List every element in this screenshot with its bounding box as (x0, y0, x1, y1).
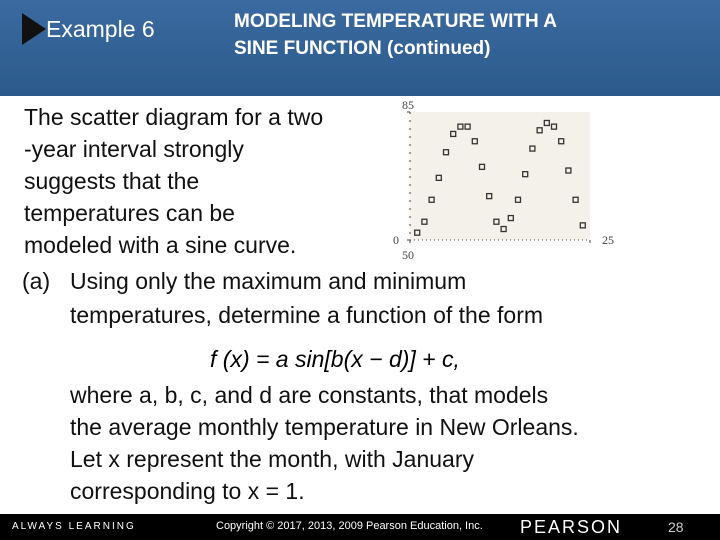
point (565, 167, 572, 174)
footer-left: ALWAYS LEARNING (12, 521, 136, 532)
point (471, 138, 478, 145)
point (572, 196, 579, 203)
text-line: -year interval strongly (24, 136, 244, 162)
text-line: temperatures, determine a function of th… (70, 302, 544, 328)
text-line: corresponding to x = 1. (70, 478, 305, 504)
example-label: Example 6 (46, 16, 155, 42)
point (507, 214, 514, 222)
point (450, 130, 457, 138)
text-line: (a) (22, 268, 51, 294)
text-line: the average monthly temperature in New O… (70, 414, 579, 440)
point (514, 196, 522, 203)
point (478, 163, 486, 171)
header-title: MODELING TEMPERATURE WITH A SINE FUNCTIO… (234, 8, 557, 62)
point (457, 123, 464, 130)
chart: 50 85 0 25 (393, 98, 614, 262)
point (435, 174, 442, 181)
point (579, 222, 586, 229)
point (543, 119, 550, 127)
text-line: temperatures can be (24, 200, 235, 226)
text-line: The scatter diagram for a two (24, 104, 324, 130)
point (486, 192, 493, 200)
title-line: SINE FUNCTION (continued) (234, 38, 491, 59)
point (529, 145, 536, 152)
point (558, 138, 565, 145)
point (442, 149, 450, 156)
x-tick-label: 25 (602, 233, 614, 247)
y-tick-label: 50 (402, 248, 414, 262)
page-number: 28 (668, 519, 684, 535)
header: Example 6 MODELING TEMPERATURE WITH A SI… (0, 0, 720, 96)
point (414, 229, 421, 236)
point (421, 218, 428, 225)
point (464, 123, 471, 130)
arrow-icon (22, 13, 46, 45)
point (522, 171, 529, 178)
text-line: Using only the maximum and minimum (70, 268, 467, 294)
point (550, 123, 558, 130)
point (493, 218, 500, 225)
y-tick-label: 85 (402, 98, 414, 112)
point (500, 225, 507, 233)
text-line: modeled with a sine curve. (24, 232, 297, 258)
copyright: Copyright © 2017, 2013, 2009 Pearson Edu… (216, 520, 483, 532)
x-tick-label: 0 (393, 233, 399, 247)
point (536, 127, 543, 134)
text-line: where a, b, c, and d are constants, that… (70, 382, 549, 408)
formula: f (x) = a sin[b(x − d)] + c, (210, 346, 460, 372)
point (428, 196, 435, 203)
footer: ALWAYS LEARNING Copyright © 2017, 2013, … (0, 514, 720, 540)
brand: PEARSON (520, 517, 623, 537)
text-line: Let x represent the month, with January (70, 446, 474, 472)
plot-area (410, 112, 590, 240)
title-line: MODELING TEMPERATURE WITH A (234, 11, 557, 32)
text-line: suggests that the (24, 168, 200, 194)
